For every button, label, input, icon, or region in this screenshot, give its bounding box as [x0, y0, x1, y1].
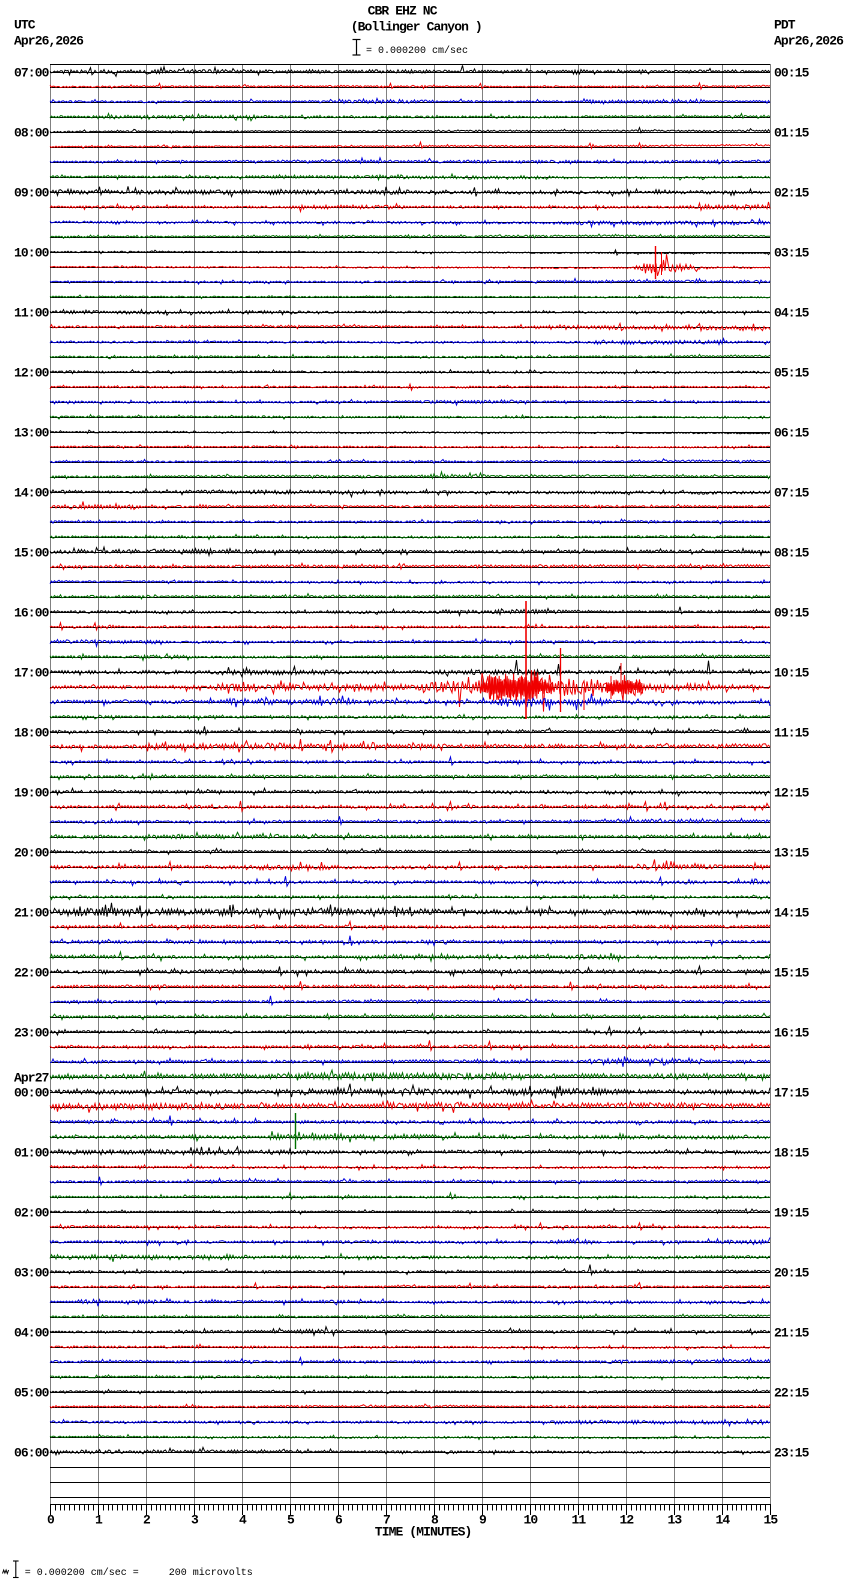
- svg-text:11: 11: [571, 1513, 586, 1528]
- svg-text:14:00: 14:00: [14, 486, 50, 501]
- svg-text:11:15: 11:15: [774, 726, 810, 741]
- svg-text:21:00: 21:00: [14, 906, 50, 921]
- svg-text:CBR EHZ NC: CBR EHZ NC: [368, 4, 438, 19]
- svg-text:00:15: 00:15: [774, 66, 810, 81]
- svg-text:00:00: 00:00: [14, 1086, 50, 1101]
- svg-text:14:15: 14:15: [774, 906, 810, 921]
- svg-text:4: 4: [239, 1513, 247, 1528]
- svg-text:3: 3: [191, 1513, 199, 1528]
- svg-text:8: 8: [431, 1513, 439, 1528]
- svg-text:22:15: 22:15: [774, 1386, 810, 1401]
- svg-text:04:00: 04:00: [14, 1326, 50, 1341]
- svg-text:15:15: 15:15: [774, 966, 810, 981]
- svg-text:23:00: 23:00: [14, 1026, 50, 1041]
- svg-text:14: 14: [715, 1513, 730, 1528]
- svg-text:9: 9: [479, 1513, 487, 1528]
- svg-text:Apr27: Apr27: [14, 1071, 49, 1086]
- svg-text:19:00: 19:00: [14, 786, 50, 801]
- svg-text:Apr26,2026: Apr26,2026: [14, 34, 84, 49]
- svg-text:16:15: 16:15: [774, 1026, 810, 1041]
- svg-text:08:15: 08:15: [774, 546, 810, 561]
- svg-text:09:00: 09:00: [14, 186, 50, 201]
- svg-text:05:00: 05:00: [14, 1386, 50, 1401]
- svg-text:= 0.000200 cm/sec: = 0.000200 cm/sec: [366, 45, 468, 57]
- svg-text:06:00: 06:00: [14, 1446, 50, 1461]
- svg-text:23:15: 23:15: [774, 1446, 810, 1461]
- svg-text:UTC: UTC: [14, 18, 36, 33]
- svg-text:= 0.000200 cm/sec = 200 mi: = 0.000200 cm/sec = 200 microvolts: [25, 1567, 253, 1579]
- svg-text:5: 5: [287, 1513, 295, 1528]
- svg-text:08:00: 08:00: [14, 126, 50, 141]
- svg-text:1: 1: [95, 1513, 103, 1528]
- svg-text:Apr26,2026: Apr26,2026: [774, 34, 844, 49]
- svg-text:15:00: 15:00: [14, 546, 50, 561]
- svg-text:12:15: 12:15: [774, 786, 810, 801]
- svg-text:21:15: 21:15: [774, 1326, 810, 1341]
- svg-text:10:00: 10:00: [14, 246, 50, 261]
- svg-text:20:15: 20:15: [774, 1266, 810, 1281]
- svg-text:05:15: 05:15: [774, 366, 810, 381]
- svg-text:20:00: 20:00: [14, 846, 50, 861]
- svg-text:18:15: 18:15: [774, 1146, 810, 1161]
- svg-text:12:00: 12:00: [14, 366, 50, 381]
- svg-text:2: 2: [143, 1513, 151, 1528]
- svg-text:02:00: 02:00: [14, 1206, 50, 1221]
- svg-text:6: 6: [335, 1513, 343, 1528]
- svg-text:04:15: 04:15: [774, 306, 810, 321]
- svg-text:03:00: 03:00: [14, 1266, 50, 1281]
- svg-text:10:15: 10:15: [774, 666, 810, 681]
- svg-text:17:15: 17:15: [774, 1086, 810, 1101]
- svg-text:07:15: 07:15: [774, 486, 810, 501]
- svg-text:01:15: 01:15: [774, 126, 810, 141]
- svg-text:03:15: 03:15: [774, 246, 810, 261]
- svg-text:10: 10: [523, 1513, 538, 1528]
- svg-text:16:00: 16:00: [14, 606, 50, 621]
- svg-text:18:00: 18:00: [14, 726, 50, 741]
- svg-text:09:15: 09:15: [774, 606, 810, 621]
- svg-text:06:15: 06:15: [774, 426, 810, 441]
- svg-text:7: 7: [383, 1513, 390, 1528]
- svg-text:13: 13: [667, 1513, 682, 1528]
- svg-text:0: 0: [47, 1513, 55, 1528]
- svg-text:19:15: 19:15: [774, 1206, 810, 1221]
- svg-text:07:00: 07:00: [14, 66, 50, 81]
- svg-text:22:00: 22:00: [14, 966, 50, 981]
- svg-text:11:00: 11:00: [14, 306, 50, 321]
- svg-text:01:00: 01:00: [14, 1146, 50, 1161]
- svg-text:13:15: 13:15: [774, 846, 810, 861]
- svg-text:PDT: PDT: [774, 18, 796, 33]
- svg-text:02:15: 02:15: [774, 186, 810, 201]
- svg-text:17:00: 17:00: [14, 666, 50, 681]
- svg-text:15: 15: [763, 1513, 778, 1528]
- svg-text:12: 12: [619, 1513, 634, 1528]
- svg-text:TIME (MINUTES): TIME (MINUTES): [375, 1525, 472, 1540]
- svg-text:(Bollinger Canyon ): (Bollinger Canyon ): [351, 19, 482, 34]
- svg-text:13:00: 13:00: [14, 426, 50, 441]
